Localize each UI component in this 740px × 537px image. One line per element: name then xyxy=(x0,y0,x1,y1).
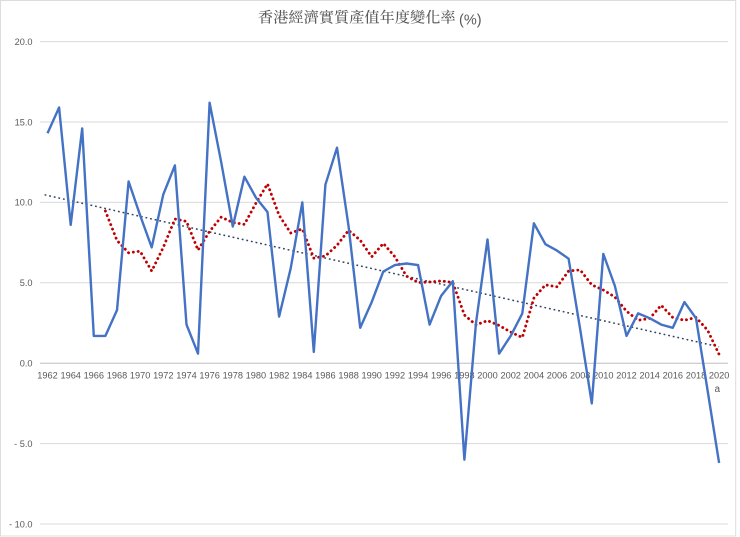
svg-text:2016: 2016 xyxy=(663,371,683,381)
svg-text:(%): (%) xyxy=(459,13,482,29)
svg-text:5.0: 5.0 xyxy=(20,278,33,288)
svg-text:2010: 2010 xyxy=(593,371,613,381)
svg-text:1996: 1996 xyxy=(431,371,451,381)
svg-text:20.0: 20.0 xyxy=(15,37,33,47)
svg-text:- 10.0: - 10.0 xyxy=(9,519,33,529)
svg-text:1968: 1968 xyxy=(107,371,127,381)
svg-text:2000: 2000 xyxy=(477,371,497,381)
svg-text:10.0: 10.0 xyxy=(15,198,33,208)
svg-text:1990: 1990 xyxy=(361,371,381,381)
svg-text:1992: 1992 xyxy=(385,371,405,381)
svg-text:1964: 1964 xyxy=(60,371,80,381)
svg-text:1994: 1994 xyxy=(408,371,428,381)
svg-text:1998: 1998 xyxy=(454,371,474,381)
svg-text:1982: 1982 xyxy=(269,371,289,381)
svg-text:1986: 1986 xyxy=(315,371,335,381)
svg-text:1970: 1970 xyxy=(130,371,150,381)
svg-text:15.0: 15.0 xyxy=(15,117,33,127)
svg-text:2012: 2012 xyxy=(616,371,636,381)
svg-text:1974: 1974 xyxy=(176,371,196,381)
svg-text:2014: 2014 xyxy=(639,371,659,381)
svg-text:0.0: 0.0 xyxy=(20,359,33,369)
svg-text:2006: 2006 xyxy=(547,371,567,381)
svg-text:1976: 1976 xyxy=(199,371,219,381)
svg-text:1988: 1988 xyxy=(338,371,358,381)
svg-text:2004: 2004 xyxy=(524,371,544,381)
svg-text:1984: 1984 xyxy=(292,371,312,381)
svg-text:- 5.0: - 5.0 xyxy=(14,439,32,449)
svg-text:1972: 1972 xyxy=(153,371,173,381)
svg-text:2002: 2002 xyxy=(500,371,520,381)
svg-text:2020: 2020 xyxy=(709,371,729,381)
svg-text:1980: 1980 xyxy=(246,371,266,381)
svg-text:1962: 1962 xyxy=(37,371,57,381)
svg-text:1966: 1966 xyxy=(84,371,104,381)
svg-text:2018: 2018 xyxy=(686,371,706,381)
svg-text:a: a xyxy=(715,384,721,395)
svg-text:2008: 2008 xyxy=(570,371,590,381)
svg-text:1978: 1978 xyxy=(223,371,243,381)
